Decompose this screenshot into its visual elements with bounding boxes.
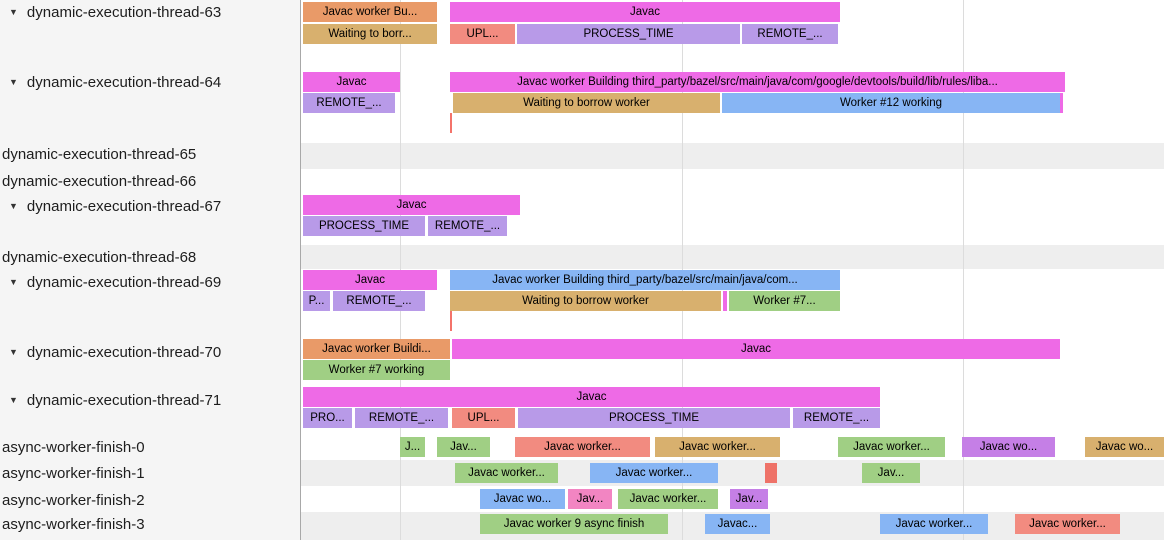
track-label[interactable]: ▼ dynamic-execution-thread-63 — [0, 2, 221, 22]
collapse-arrow-icon[interactable]: ▼ — [9, 395, 18, 405]
track-label[interactable]: dynamic-execution-thread-66 — [0, 171, 196, 191]
trace-event-bar[interactable]: Javac — [452, 339, 1060, 359]
trace-event-bar[interactable]: REMOTE_... — [742, 24, 838, 44]
track-label[interactable]: ▼ dynamic-execution-thread-64 — [0, 72, 221, 92]
trace-event-bar[interactable]: Javac wo... — [480, 489, 565, 509]
trace-event-bar[interactable]: Javac wo... — [962, 437, 1055, 457]
trace-event-bar[interactable]: Javac worker Buildi... — [303, 339, 450, 359]
trace-event-bar[interactable]: PRO... — [303, 408, 352, 428]
track-name: dynamic-execution-thread-69 — [26, 273, 222, 291]
trace-event-bar[interactable]: PROCESS_TIME — [518, 408, 790, 428]
trace-event-bar[interactable] — [1060, 93, 1063, 113]
instant-event-tick[interactable] — [450, 311, 452, 331]
trace-event-bar[interactable]: Javac worker... — [515, 437, 650, 457]
track-label[interactable]: async-worker-finish-0 — [0, 437, 145, 457]
track-label[interactable]: async-worker-finish-2 — [0, 490, 145, 510]
track-label[interactable]: ▼ dynamic-execution-thread-70 — [0, 342, 221, 362]
trace-event-bar[interactable]: Javac worker 9 async finish — [480, 514, 668, 534]
track-name: dynamic-execution-thread-67 — [26, 197, 222, 215]
trace-event-bar[interactable]: P... — [303, 291, 330, 311]
timeline-canvas[interactable]: Javac worker Bu... Javac Waiting to borr..… — [301, 0, 1164, 540]
trace-event-bar[interactable]: PROCESS_TIME — [303, 216, 425, 236]
track-name: async-worker-finish-2 — [2, 491, 145, 509]
trace-event-bar[interactable] — [765, 463, 777, 483]
trace-event-bar[interactable]: Javac worker Bu... — [303, 2, 437, 22]
track-label[interactable]: ▼ dynamic-execution-thread-67 — [0, 196, 221, 216]
trace-event-bar[interactable]: REMOTE_... — [793, 408, 880, 428]
trace-event-bar[interactable]: Javac worker... — [1015, 514, 1120, 534]
collapse-arrow-icon[interactable]: ▼ — [9, 277, 18, 287]
track-name: async-worker-finish-1 — [2, 464, 145, 482]
collapse-arrow-icon[interactable]: ▼ — [9, 77, 18, 87]
trace-event-bar[interactable]: J... — [400, 437, 425, 457]
track-label-panel: ▼ dynamic-execution-thread-63 ▼ dynamic-exe… — [0, 0, 300, 540]
trace-event-bar[interactable]: Javac worker Building third_party/bazel/… — [450, 72, 1065, 92]
track-name: dynamic-execution-thread-68 — [2, 248, 197, 266]
collapse-arrow-icon[interactable]: ▼ — [9, 201, 18, 211]
track-label[interactable]: dynamic-execution-thread-65 — [0, 144, 196, 164]
trace-event-bar[interactable]: Worker #7 working — [303, 360, 450, 380]
trace-event-bar[interactable]: Javac worker... — [838, 437, 945, 457]
row-stripe — [301, 245, 1164, 269]
track-name: dynamic-execution-thread-70 — [26, 343, 222, 361]
trace-event-bar[interactable]: Worker #12 working — [722, 93, 1060, 113]
trace-event-bar[interactable]: Jav... — [437, 437, 490, 457]
trace-event-bar[interactable]: Javac wo... — [1085, 437, 1164, 457]
trace-event-bar[interactable]: Jav... — [730, 489, 768, 509]
trace-event-bar[interactable]: Waiting to borrow worker — [453, 93, 720, 113]
trace-event-bar[interactable]: Javac — [303, 195, 520, 215]
track-name: async-worker-finish-3 — [2, 515, 145, 533]
track-name: dynamic-execution-thread-64 — [26, 73, 222, 91]
trace-event-bar[interactable]: Jav... — [862, 463, 920, 483]
trace-event-bar[interactable]: Javac... — [705, 514, 770, 534]
trace-event-bar[interactable]: Javac worker... — [590, 463, 718, 483]
trace-event-bar[interactable]: PROCESS_TIME — [517, 24, 740, 44]
trace-event-bar[interactable]: UPL... — [450, 24, 515, 44]
track-label[interactable]: dynamic-execution-thread-68 — [0, 247, 196, 267]
trace-event-bar[interactable]: Javac — [303, 387, 880, 407]
panel-divider — [300, 0, 301, 540]
row-stripe — [301, 460, 1164, 486]
time-gridline — [963, 0, 964, 540]
trace-event-bar[interactable]: Javac worker... — [618, 489, 718, 509]
trace-event-bar[interactable]: Waiting to borr... — [303, 24, 437, 44]
trace-event-bar[interactable]: REMOTE_... — [428, 216, 507, 236]
trace-event-bar[interactable]: Javac — [303, 72, 400, 92]
trace-event-bar[interactable]: Javac worker... — [455, 463, 558, 483]
collapse-arrow-icon[interactable]: ▼ — [9, 7, 18, 17]
track-name: dynamic-execution-thread-71 — [26, 391, 222, 409]
trace-event-bar[interactable]: Javac — [450, 2, 840, 22]
trace-event-bar[interactable]: Worker #7... — [729, 291, 840, 311]
track-label[interactable]: ▼ dynamic-execution-thread-69 — [0, 272, 221, 292]
instant-event-tick[interactable] — [450, 113, 452, 133]
trace-event-bar[interactable] — [723, 291, 727, 311]
track-label[interactable]: ▼ dynamic-execution-thread-71 — [0, 390, 221, 410]
trace-event-bar[interactable]: UPL... — [452, 408, 515, 428]
track-name: async-worker-finish-0 — [2, 438, 145, 456]
collapse-arrow-icon[interactable]: ▼ — [9, 347, 18, 357]
trace-event-bar[interactable]: Javac worker... — [655, 437, 780, 457]
trace-event-bar[interactable]: Javac worker... — [880, 514, 988, 534]
track-name: dynamic-execution-thread-66 — [2, 172, 197, 190]
track-label[interactable]: async-worker-finish-1 — [0, 463, 145, 483]
row-stripe — [301, 143, 1164, 169]
trace-event-bar[interactable]: Waiting to borrow worker — [450, 291, 721, 311]
trace-event-bar[interactable]: REMOTE_... — [303, 93, 395, 113]
trace-event-bar[interactable]: Javac — [303, 270, 437, 290]
track-name: dynamic-execution-thread-63 — [26, 3, 222, 21]
track-name: dynamic-execution-thread-65 — [2, 145, 197, 163]
trace-event-bar[interactable]: Javac worker Building third_party/bazel/… — [450, 270, 840, 290]
trace-event-bar[interactable]: REMOTE_... — [333, 291, 425, 311]
trace-event-bar[interactable]: Jav... — [568, 489, 612, 509]
track-label[interactable]: async-worker-finish-3 — [0, 514, 145, 534]
trace-event-bar[interactable]: REMOTE_... — [355, 408, 448, 428]
